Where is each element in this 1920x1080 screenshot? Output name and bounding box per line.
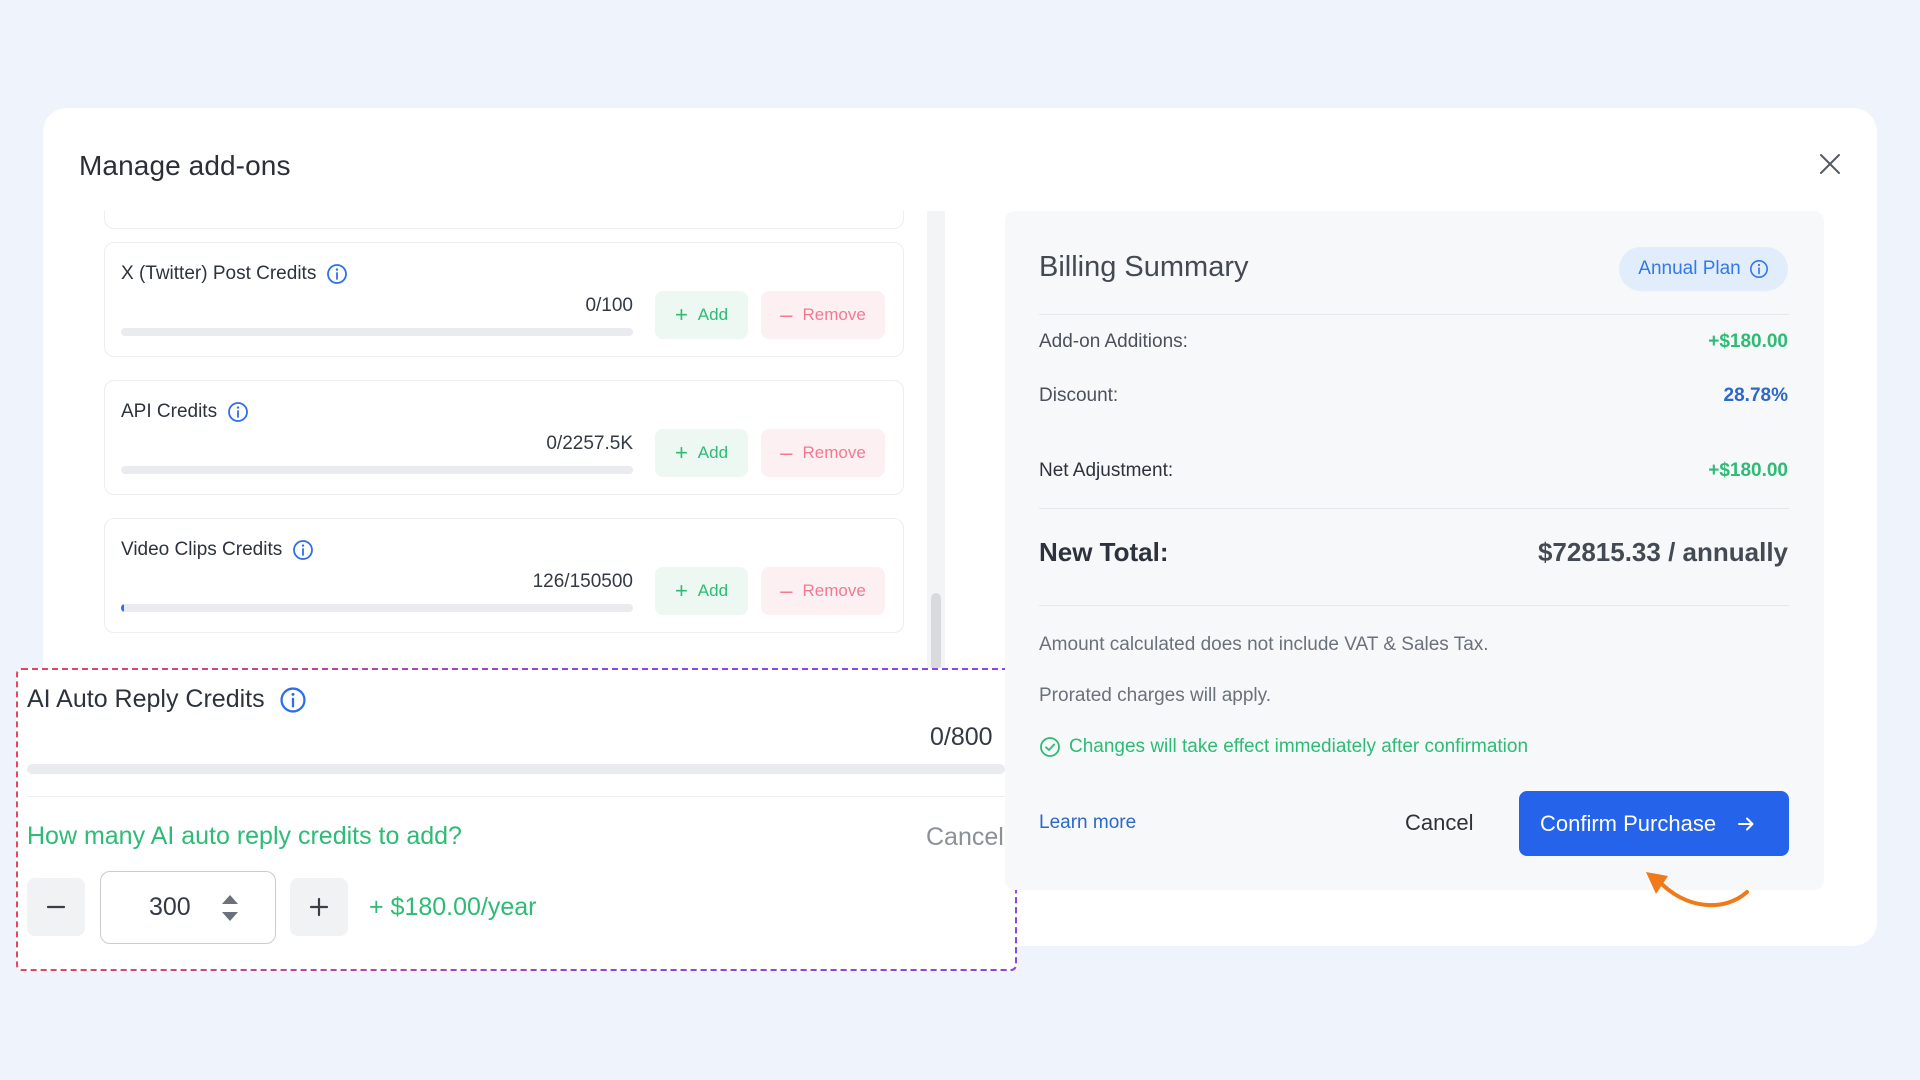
increment-button[interactable] <box>290 878 348 936</box>
ai-auto-reply-usage-bar <box>27 764 1005 774</box>
divider <box>1039 314 1789 315</box>
addon-card-partial <box>104 211 904 229</box>
discount-value: 28.78% <box>1723 385 1788 406</box>
plus-icon: + <box>674 302 688 327</box>
cancel-button[interactable]: Cancel <box>1405 810 1474 835</box>
annual-plan-badge[interactable]: Annual Plan <box>1619 247 1788 291</box>
remove-button-label: Remove <box>802 443 866 462</box>
minus-icon <box>46 905 66 909</box>
addon-card-twitter: X (Twitter) Post Credits 0/100 + Add – R… <box>104 242 904 357</box>
net-adjustment-label: Net Adjustment: <box>1039 460 1174 481</box>
decrement-button[interactable] <box>27 878 85 936</box>
info-icon <box>1749 260 1768 278</box>
info-icon[interactable] <box>292 539 314 561</box>
credits-question: How many AI auto reply credits to add? <box>27 822 462 850</box>
scrollbar-thumb[interactable] <box>931 593 941 671</box>
addon-additions-value: +$180.00 <box>1708 331 1788 352</box>
confirm-purchase-label: Confirm Purchase <box>1540 810 1717 836</box>
add-button[interactable]: + Add <box>655 291 748 339</box>
addon-list-scrollbar[interactable] <box>927 211 945 671</box>
remove-button-label: Remove <box>802 581 866 600</box>
annotation-arrow-icon <box>1646 872 1749 908</box>
add-button[interactable]: + Add <box>655 429 748 477</box>
info-icon[interactable] <box>227 401 249 423</box>
confirm-purchase-button[interactable]: Confirm Purchase <box>1519 791 1789 856</box>
divider <box>27 796 1005 797</box>
addon-name: X (Twitter) Post Credits <box>121 263 317 284</box>
add-button-label: Add <box>697 581 729 600</box>
quantity-spinner[interactable] <box>219 891 241 925</box>
close-icon <box>1820 154 1840 174</box>
effect-note: Changes will take effect immediately aft… <box>1039 736 1528 758</box>
info-icon[interactable] <box>326 263 348 285</box>
minus-icon: – <box>780 302 793 327</box>
billing-title: Billing Summary <box>1039 251 1249 283</box>
price-per-year: + $180.00/year <box>369 893 537 921</box>
addon-name: Video Clips Credits <box>121 539 283 560</box>
addon-card-api: API Credits 0/2257.5K + Add – Remove <box>104 380 904 495</box>
addon-count: 126/150500 <box>532 571 633 592</box>
billing-summary-panel <box>1005 211 1824 890</box>
new-total-label: New Total: <box>1039 537 1169 567</box>
addon-card-video-clips: Video Clips Credits 126/150500 + Add – R… <box>104 518 904 633</box>
add-button-label: Add <box>697 305 729 324</box>
addon-name: API Credits <box>121 401 218 422</box>
remove-button-label: Remove <box>802 305 866 324</box>
add-button-label: Add <box>697 443 729 462</box>
ai-auto-reply-name: AI Auto Reply Credits <box>27 685 265 713</box>
net-adjustment-value: +$180.00 <box>1708 460 1788 481</box>
vat-note: Amount calculated does not include VAT &… <box>1039 634 1489 655</box>
new-total-value: $72815.33 / annually <box>1537 537 1788 567</box>
usage-bar <box>121 328 633 336</box>
ai-auto-reply-count: 0/800 <box>930 723 993 751</box>
remove-button[interactable]: – Remove <box>761 291 885 339</box>
effect-note-text: Changes will take effect immediately aft… <box>1069 736 1529 757</box>
spinner-arrows-icon <box>222 895 238 921</box>
usage-bar <box>121 466 633 474</box>
addon-count: 0/100 <box>585 295 633 316</box>
usage-bar <box>121 604 633 612</box>
remove-button[interactable]: – Remove <box>761 429 885 477</box>
add-button[interactable]: + Add <box>655 567 748 615</box>
discount-label: Discount: <box>1039 385 1119 406</box>
plus-icon <box>309 897 329 917</box>
close-button[interactable] <box>1816 150 1844 178</box>
divider <box>1039 605 1789 606</box>
addon-additions-label: Add-on Additions: <box>1039 331 1188 352</box>
check-circle-icon <box>1040 737 1060 757</box>
info-icon[interactable] <box>279 686 307 714</box>
cancel-add-button[interactable]: Cancel <box>926 823 1004 851</box>
addon-count: 0/2257.5K <box>546 433 633 454</box>
plus-icon: + <box>674 440 688 465</box>
remove-button[interactable]: – Remove <box>761 567 885 615</box>
modal-title: Manage add-ons <box>79 150 291 181</box>
quantity-input[interactable] <box>100 871 276 944</box>
arrow-right-icon <box>1738 817 1754 830</box>
plan-badge-label: Annual Plan <box>1638 258 1741 279</box>
learn-more-link[interactable]: Learn more <box>1039 812 1137 833</box>
prorated-note: Prorated charges will apply. <box>1039 685 1271 706</box>
usage-bar-fill <box>121 604 124 612</box>
plus-icon: + <box>674 578 688 603</box>
addon-list: X (Twitter) Post Credits 0/100 + Add – R… <box>104 211 904 671</box>
divider <box>1039 508 1789 509</box>
minus-icon: – <box>780 578 793 603</box>
minus-icon: – <box>780 440 793 465</box>
